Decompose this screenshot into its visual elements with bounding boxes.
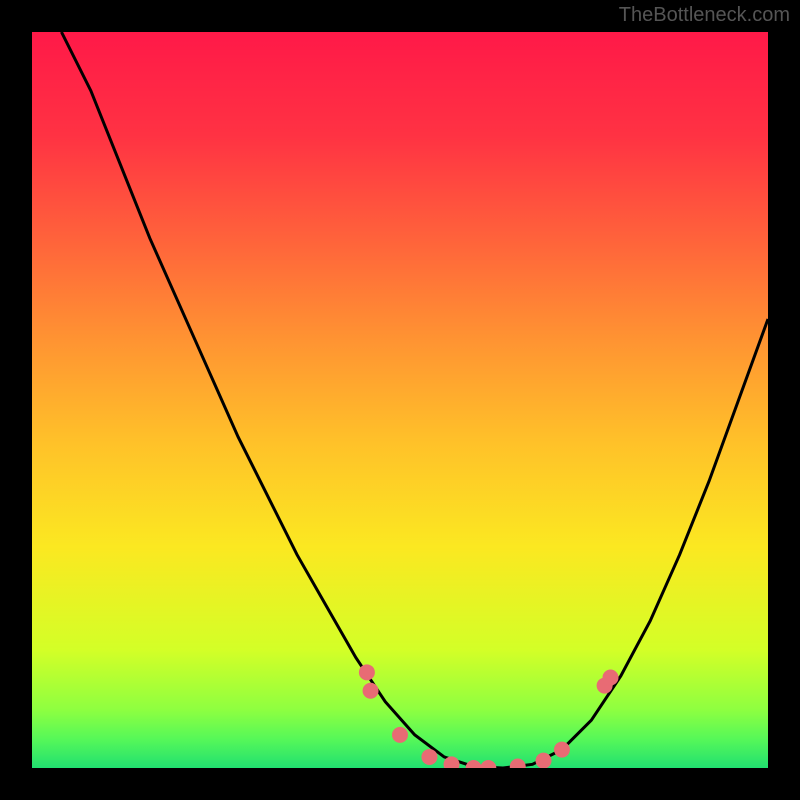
scatter-point (554, 742, 570, 758)
chart-plot-area (32, 32, 768, 768)
chart-svg (32, 32, 768, 768)
gradient-rect (32, 32, 768, 768)
watermark-text: TheBottleneck.com (619, 4, 790, 27)
scatter-point (363, 683, 379, 699)
scatter-point (359, 664, 375, 680)
scatter-point (392, 727, 408, 743)
scatter-point (603, 669, 619, 685)
scatter-point (536, 753, 552, 768)
scatter-point (421, 749, 437, 765)
